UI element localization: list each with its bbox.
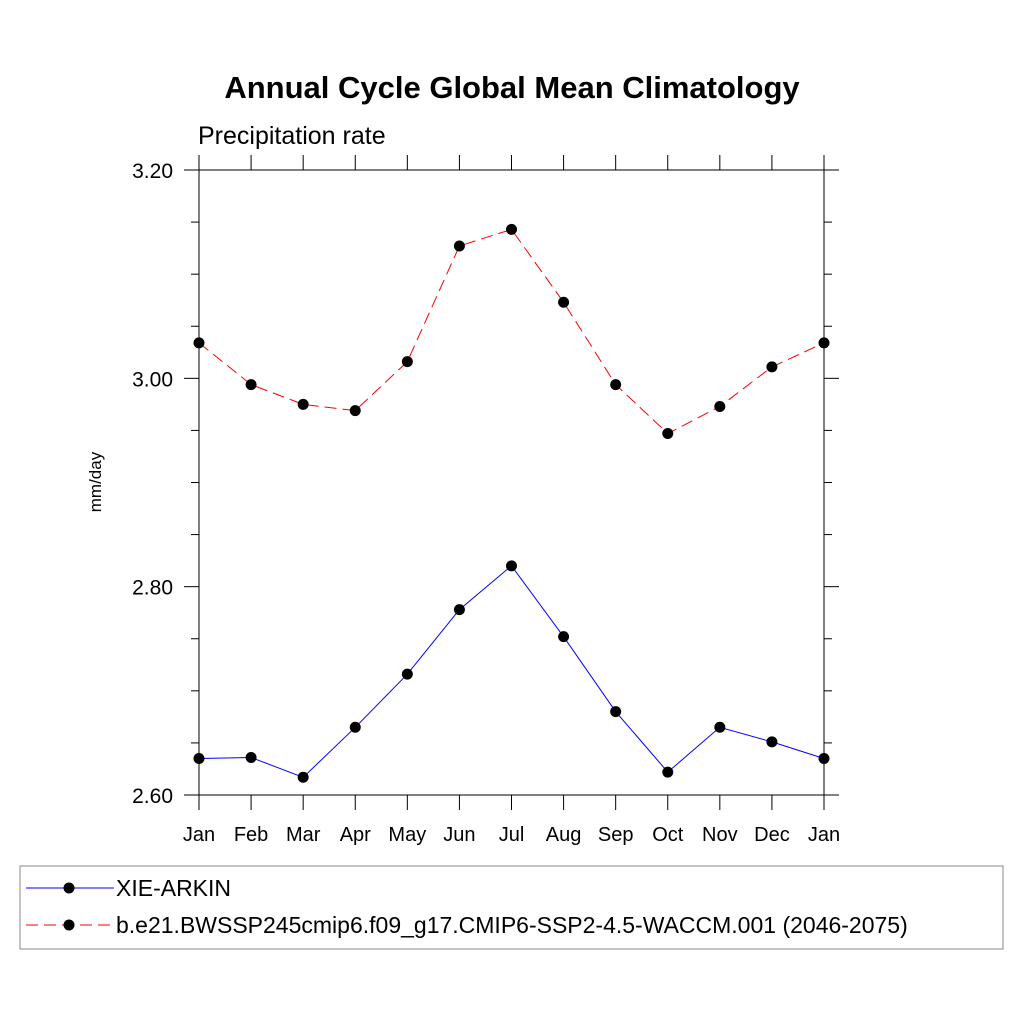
- x-tick-label: Nov: [702, 824, 738, 846]
- chart-subtitle: Precipitation rate: [198, 122, 386, 150]
- series-point: [714, 721, 726, 733]
- series-line: [198, 228, 825, 435]
- series-point: [818, 753, 830, 765]
- series-point: [766, 361, 778, 373]
- legend-label: XIE-ARKIN: [116, 875, 231, 901]
- y-axis-label: mm/day: [86, 451, 105, 512]
- x-tick-label: Oct: [652, 824, 684, 846]
- x-tick-label: May: [388, 824, 426, 846]
- legend-box: [19, 865, 1004, 950]
- series-line: [198, 565, 825, 778]
- series-point: [453, 604, 465, 616]
- x-tick-label: Jul: [499, 824, 525, 846]
- legend-label: b.e21.BWSSP245cmip6.f09_g17.CMIP6-SSP2-4…: [116, 912, 908, 938]
- x-tick-label: Apr: [340, 824, 371, 846]
- y-tick-label: 3.00: [132, 368, 173, 391]
- series-point: [610, 379, 622, 391]
- y-tick-label: 2.80: [132, 577, 173, 600]
- chart-title: Annual Cycle Global Mean Climatology: [224, 70, 800, 105]
- series-point: [245, 752, 257, 763]
- series-point: [401, 668, 413, 680]
- series-point: [506, 223, 517, 235]
- plot-frame: [198, 169, 825, 796]
- x-tick-label: Jan: [183, 824, 215, 846]
- series-point: [349, 405, 361, 417]
- series-point: [610, 706, 622, 718]
- series-point: [818, 337, 830, 349]
- series-point: [297, 771, 309, 783]
- y-tick-label: 3.20: [132, 160, 173, 183]
- x-tick-label: Jun: [443, 824, 475, 846]
- series-point: [506, 560, 517, 572]
- y-tick-label: 2.60: [132, 785, 173, 808]
- series-point: [349, 721, 361, 733]
- x-tick-label: Feb: [234, 824, 268, 846]
- series-point: [193, 337, 205, 349]
- series-point: [558, 296, 570, 308]
- series-point: [297, 398, 309, 410]
- axis-ticks: [184, 155, 839, 810]
- series-point: [662, 766, 674, 778]
- series-point: [662, 428, 674, 440]
- series-point: [245, 379, 257, 391]
- series-point: [766, 736, 778, 748]
- x-tick-label: Mar: [286, 824, 321, 846]
- series-point: [193, 753, 205, 765]
- series-point: [714, 400, 726, 412]
- series-point: [558, 631, 570, 643]
- legend-marker: [63, 919, 75, 931]
- x-tick-label: Aug: [546, 824, 582, 846]
- y-tick-labels: 2.60 2.80 3.00 3.20: [132, 160, 173, 808]
- series-point: [453, 240, 465, 252]
- x-tick-label: Dec: [754, 824, 790, 846]
- x-tick-label: Jan: [808, 824, 840, 846]
- series-layer: [193, 223, 830, 783]
- x-tick-label: Sep: [598, 824, 634, 846]
- legend: XIE-ARKIN b.e21.BWSSP245cmip6.f09_g17.CMI…: [26, 875, 908, 938]
- legend-marker: [63, 882, 75, 894]
- x-tick-labels: Jan Feb Mar Apr May Jun Jul Aug Sep Oct Nov Dec Jan: [183, 824, 840, 846]
- series-point: [401, 356, 413, 368]
